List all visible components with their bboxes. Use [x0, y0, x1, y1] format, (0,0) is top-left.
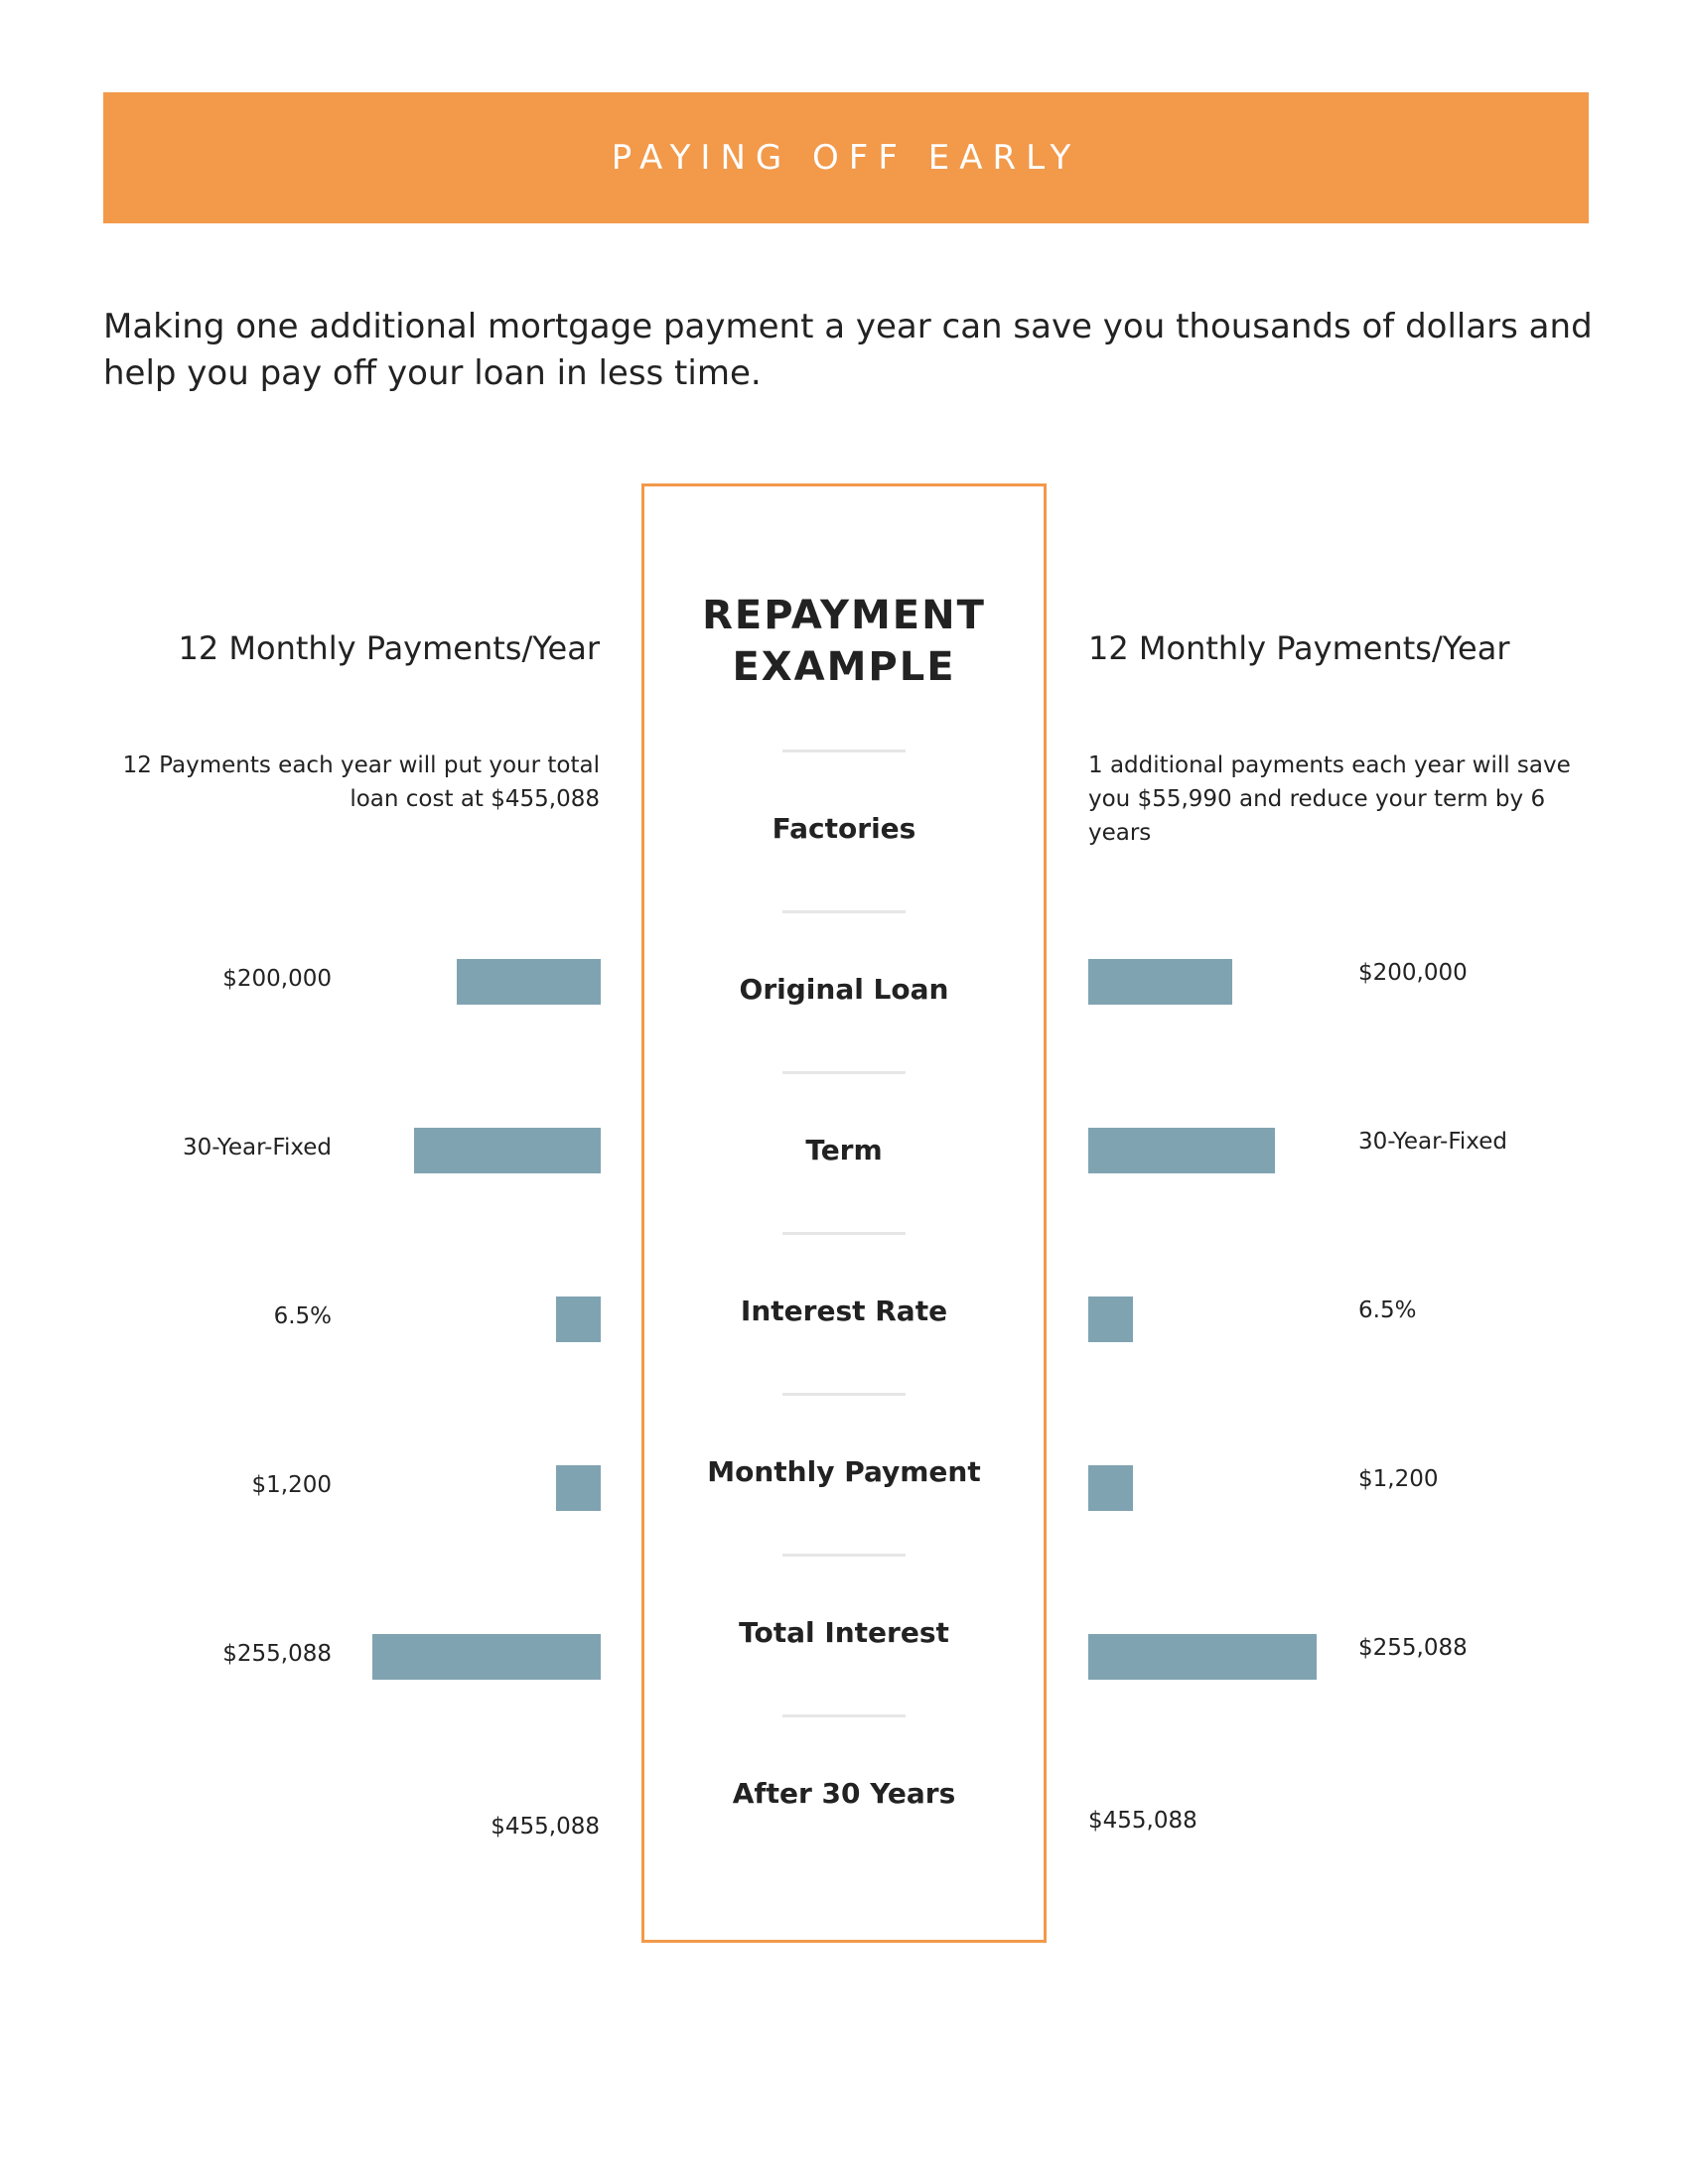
divider — [782, 1714, 906, 1717]
divider — [782, 1393, 906, 1396]
right-value-interest-rate: 6.5% — [1358, 1297, 1417, 1323]
right-value-monthly-payment: $1,200 — [1358, 1466, 1439, 1492]
left-bar-original-loan — [457, 959, 601, 1005]
row-label-after-30-years: After 30 Years — [732, 1777, 956, 1810]
left-bar-monthly-payment — [556, 1465, 601, 1511]
right-bar-interest-rate — [1088, 1297, 1133, 1342]
right-column-heading: 12 Monthly Payments/Year — [1088, 629, 1510, 667]
divider — [782, 910, 906, 913]
row-label-monthly-payment: Monthly Payment — [707, 1455, 981, 1488]
row-label-original-loan: Original Loan — [739, 973, 949, 1006]
left-value-term: 30-Year-Fixed — [183, 1135, 332, 1160]
left-bar-term — [414, 1128, 601, 1173]
left-value-monthly-payment: $1,200 — [251, 1472, 332, 1498]
right-bar-original-loan — [1088, 959, 1232, 1005]
left-column-heading: 12 Monthly Payments/Year — [178, 629, 600, 667]
divider — [782, 1554, 906, 1557]
right-total-cost: $455,088 — [1088, 1808, 1197, 1834]
row-label-interest-rate: Interest Rate — [740, 1295, 948, 1327]
row-label-factories: Factories — [772, 812, 916, 845]
left-value-total-interest: $255,088 — [222, 1641, 332, 1667]
repayment-example-panel — [641, 483, 1047, 1943]
right-bar-total-interest — [1088, 1634, 1317, 1680]
header-banner: PAYING OFF EARLY — [103, 92, 1589, 223]
page-title: PAYING OFF EARLY — [611, 138, 1081, 178]
intro-text: Making one additional mortgage payment a… — [103, 307, 1593, 393]
left-column-description: 12 Payments each year will put your tota… — [122, 752, 600, 812]
divider — [782, 1071, 906, 1074]
divider — [782, 1232, 906, 1235]
right-value-term: 30-Year-Fixed — [1358, 1129, 1507, 1155]
right-column-description: 1 additional payments each year will sav… — [1088, 752, 1571, 846]
left-bar-total-interest — [372, 1634, 601, 1680]
right-bar-monthly-payment — [1088, 1465, 1133, 1511]
right-value-original-loan: $200,000 — [1358, 960, 1468, 986]
left-value-interest-rate: 6.5% — [273, 1303, 332, 1329]
left-value-original-loan: $200,000 — [222, 966, 332, 992]
repayment-example-title: REPAYMENT EXAMPLE — [702, 593, 986, 690]
right-bar-term — [1088, 1128, 1275, 1173]
left-bar-interest-rate — [556, 1297, 601, 1342]
left-total-cost: $455,088 — [491, 1814, 600, 1840]
row-label-total-interest: Total Interest — [739, 1616, 949, 1649]
row-label-term: Term — [805, 1134, 883, 1166]
divider — [782, 750, 906, 752]
right-value-total-interest: $255,088 — [1358, 1635, 1468, 1661]
